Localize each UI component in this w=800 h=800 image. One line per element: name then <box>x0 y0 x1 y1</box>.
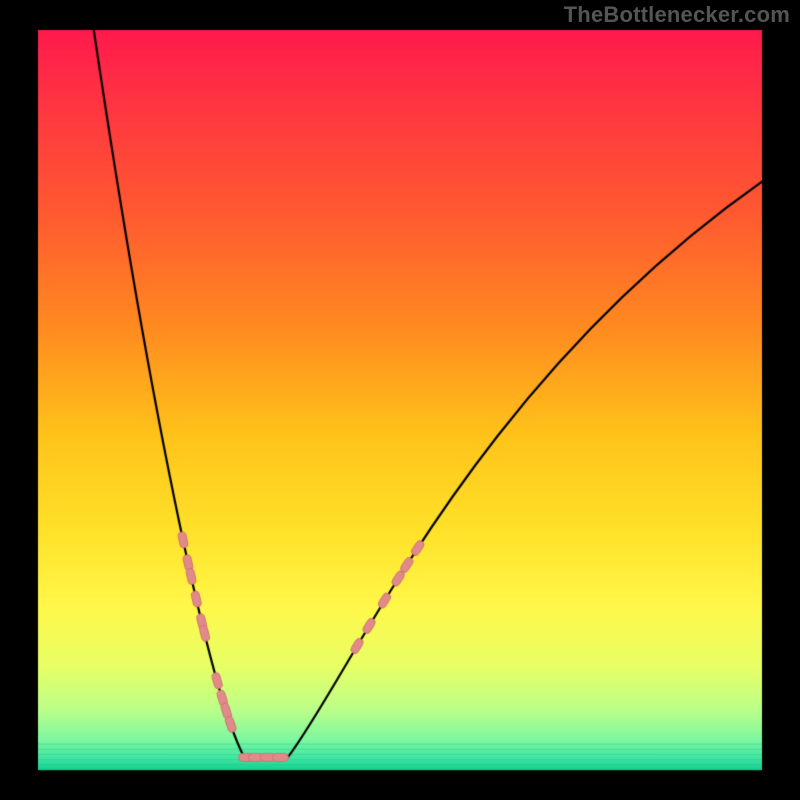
chart-root: TheBottlenecker.com <box>0 0 800 800</box>
bottleneck-v-curve-chart <box>0 0 800 800</box>
watermark-label: TheBottlenecker.com <box>564 2 790 28</box>
